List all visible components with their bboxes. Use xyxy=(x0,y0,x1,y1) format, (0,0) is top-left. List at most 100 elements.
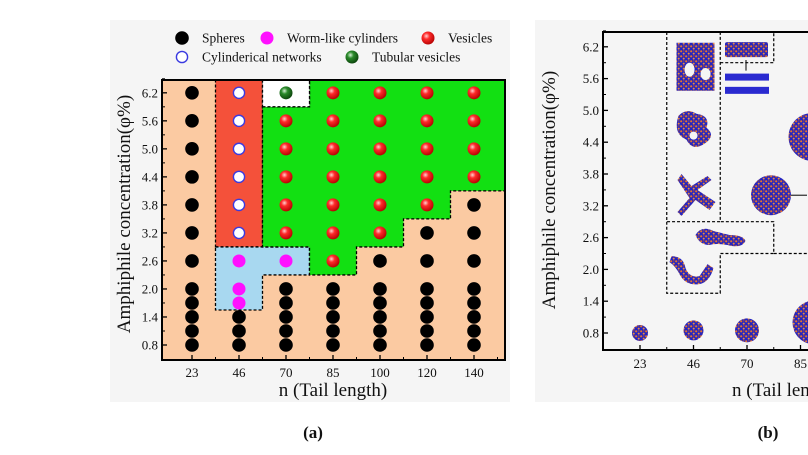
point-networks xyxy=(232,198,246,212)
y-axis-title: Amphiphile concentration(φ%) xyxy=(539,71,560,309)
point-vesicles xyxy=(326,86,340,100)
y-tick-label: 2.0 xyxy=(583,262,599,277)
snapshot-tubular-vesicle xyxy=(725,42,768,58)
y-tick-label: 5.0 xyxy=(142,141,158,156)
point-spheres xyxy=(467,226,481,240)
point-spheres xyxy=(467,324,481,338)
point-spheres xyxy=(467,310,481,324)
point-networks xyxy=(232,114,246,128)
point-spheres xyxy=(373,254,387,268)
y-tick-label: 2.6 xyxy=(142,253,159,268)
point-spheres xyxy=(279,296,293,310)
point-spheres xyxy=(185,310,199,324)
point-spheres xyxy=(373,282,387,296)
boundary-tubular-vesicles xyxy=(720,32,775,64)
point-spheres xyxy=(232,310,246,324)
region-cylindrical-networks xyxy=(214,79,264,248)
point-worm xyxy=(232,254,246,268)
snapshot-cylindrical-network xyxy=(676,111,712,147)
point-spheres xyxy=(185,254,199,268)
y-tick-label: 1.4 xyxy=(583,294,600,309)
point-spheres xyxy=(467,296,481,310)
point-spheres xyxy=(185,226,199,240)
point-spheres xyxy=(232,338,246,352)
y-tick-label: 2.0 xyxy=(142,281,158,296)
y-tick-label: 5.6 xyxy=(142,113,159,128)
point-spheres xyxy=(185,324,199,338)
point-vesicles xyxy=(420,114,434,128)
point-spheres xyxy=(420,324,434,338)
legend-label-networks: Cylinderical networks xyxy=(202,50,322,65)
caption-a: (a) xyxy=(303,423,323,442)
point-vesicles xyxy=(279,226,293,240)
point-spheres xyxy=(185,142,199,156)
x-tick-label: 46 xyxy=(687,356,701,371)
x-tick-label: 46 xyxy=(233,365,247,380)
point-spheres xyxy=(279,324,293,338)
point-spheres xyxy=(185,296,199,310)
y-tick-label: 6.2 xyxy=(583,39,599,54)
point-spheres xyxy=(326,296,340,310)
y-tick-label: 0.8 xyxy=(583,326,599,341)
point-spheres xyxy=(467,254,481,268)
snapshot-sphere xyxy=(792,301,808,344)
y-axis-title: Amphiphile concentration(φ%) xyxy=(114,95,135,333)
point-spheres xyxy=(420,254,434,268)
legend-marker-spheres xyxy=(175,31,189,45)
point-vesicles xyxy=(420,198,434,212)
point-vesicles xyxy=(326,198,340,212)
point-spheres xyxy=(326,324,340,338)
point-spheres xyxy=(420,338,434,352)
point-vesicles xyxy=(279,170,293,184)
snapshot-worm-like-cylinder xyxy=(669,256,714,285)
point-vesicles xyxy=(467,142,481,156)
y-tick-label: 3.2 xyxy=(142,225,158,240)
point-vesicles xyxy=(373,198,387,212)
plot-frame xyxy=(602,31,808,351)
point-spheres xyxy=(326,310,340,324)
snapshot-worm-like-cylinder xyxy=(695,228,746,247)
y-tick-label: 1.4 xyxy=(142,309,159,324)
legend-label-worm: Worm-like cylinders xyxy=(287,31,398,46)
point-vesicles xyxy=(467,170,481,184)
point-vesicles xyxy=(373,142,387,156)
point-vesicles xyxy=(326,114,340,128)
legend-marker-tubular xyxy=(345,50,359,64)
x-tick-label: 85 xyxy=(327,365,340,380)
point-spheres xyxy=(467,282,481,296)
point-spheres xyxy=(185,114,199,128)
point-spheres xyxy=(185,86,199,100)
point-networks xyxy=(232,226,246,240)
snapshot-vesicle xyxy=(788,113,808,161)
snapshot-tubular-vesicle-section xyxy=(725,86,769,94)
x-tick-label: 120 xyxy=(417,365,437,380)
point-spheres xyxy=(185,198,199,212)
point-spheres xyxy=(373,296,387,310)
point-vesicles xyxy=(420,142,434,156)
point-vesicles xyxy=(279,142,293,156)
legend-label-vesicles: Vesicles xyxy=(448,31,492,46)
legend-marker-worm xyxy=(260,31,274,45)
snapshot-sphere xyxy=(683,320,704,341)
point-spheres xyxy=(467,338,481,352)
point-spheres xyxy=(279,282,293,296)
snapshot-cylindrical-network xyxy=(676,42,715,91)
point-vesicles xyxy=(326,254,340,268)
point-vesicles xyxy=(326,142,340,156)
y-tick-label: 4.4 xyxy=(142,169,159,184)
point-spheres xyxy=(420,296,434,310)
point-vesicles xyxy=(373,226,387,240)
snapshot-cylindrical-network xyxy=(677,174,716,216)
x-axis-title: n (Tail length) xyxy=(279,380,387,401)
point-spheres xyxy=(326,338,340,352)
point-vesicles xyxy=(279,198,293,212)
legend-label-tubular: Tubular vesicles xyxy=(372,50,460,65)
y-tick-label: 3.2 xyxy=(583,198,599,213)
x-tick-label: 100 xyxy=(370,365,390,380)
panel-b: 23 46 70 85 0.8 1.4 2.0 2.6 3.2 3.8 4.4 5.0 5.6 6.2 n … xyxy=(539,30,808,401)
x-tick-label: 140 xyxy=(464,365,484,380)
point-spheres xyxy=(420,310,434,324)
point-spheres xyxy=(373,324,387,338)
point-networks xyxy=(232,170,246,184)
